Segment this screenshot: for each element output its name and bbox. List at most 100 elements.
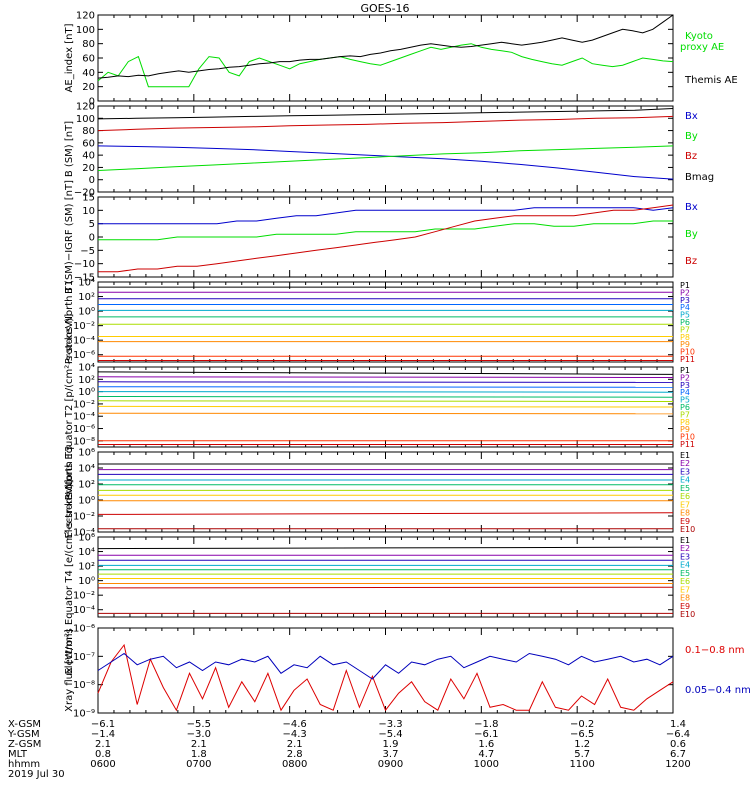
y-tick-label-pe: 10⁻⁶ xyxy=(73,424,95,435)
y-tick-label-digrf: 5 xyxy=(89,219,95,230)
y-tick-label-bsm: 40 xyxy=(82,151,95,162)
legend-label-en: E1 xyxy=(680,451,690,460)
y-tick-label-en: 10⁶ xyxy=(78,448,95,459)
y-tick-label-bsm: 80 xyxy=(82,126,95,137)
y-tick-label-ee: 10⁶ xyxy=(78,533,95,544)
legend-label-pe: P4 xyxy=(680,388,690,397)
y-tick-label-en: 10⁴ xyxy=(78,464,95,475)
time-axis-value: 0700 xyxy=(186,759,211,770)
y-tick-label-pn: 10⁻⁴ xyxy=(73,336,95,347)
time-axis-value: 1.6 xyxy=(478,739,494,750)
y-tick-label-pe: 10⁻⁸ xyxy=(73,436,95,447)
legend-label-pn: P8 xyxy=(680,333,690,342)
legend-label-pn: P9 xyxy=(680,340,690,349)
legend-label-ae: Kyoto xyxy=(685,31,713,42)
legend-label-pe: P5 xyxy=(680,396,690,405)
time-axis-value: 2.1 xyxy=(191,739,207,750)
series-line-pe-p5 xyxy=(97,391,674,393)
y-tick-label-bsm: 100 xyxy=(76,114,95,125)
legend-label-pe: P1 xyxy=(680,366,690,375)
y-tick-label-ae: 20 xyxy=(82,82,95,93)
legend-label-en: E9 xyxy=(680,517,690,526)
legend-label-digrf: Bz xyxy=(685,256,697,267)
series-line-pe-p2 xyxy=(97,376,674,378)
series-line-digrf-by xyxy=(98,220,673,241)
legend-label-ee: E1 xyxy=(680,536,690,545)
y-tick-label-en: 10⁰ xyxy=(78,496,95,507)
time-axis-value: 6.7 xyxy=(670,749,686,760)
y-tick-label-bsm: 120 xyxy=(76,102,95,113)
time-axis-value: 1.4 xyxy=(670,719,686,730)
time-axis-value: 2.8 xyxy=(287,749,303,760)
legend-label-pn: P4 xyxy=(680,303,690,312)
time-axis-value: −0.2 xyxy=(570,719,594,730)
series-line-en-e9 xyxy=(97,512,674,515)
legend-label-ee: E5 xyxy=(680,569,690,578)
time-axis-row-label: MLT xyxy=(8,749,28,760)
series-line-digrf-bz xyxy=(98,204,674,273)
legend-label-en: E6 xyxy=(680,492,690,501)
time-axis-value: −4.3 xyxy=(283,729,307,740)
time-axis-date: 2019 Jul 30 xyxy=(8,769,65,780)
legend-label-bsm: Bx xyxy=(685,111,698,122)
series-line-xray-0.05−0.4-nm xyxy=(97,652,674,680)
time-axis-value: 0800 xyxy=(282,759,307,770)
y-axis-label-bsm: B (SM) [nT] xyxy=(64,121,75,177)
y-tick-label-digrf: −5 xyxy=(80,246,95,257)
legend-label-ee: E8 xyxy=(680,594,690,603)
y-axis-label-ae: AE_index [nT] xyxy=(64,23,75,92)
series-line-pe-p8 xyxy=(97,405,674,408)
legend-label-pe: P11 xyxy=(680,440,695,449)
series-line-bsm-bmag xyxy=(97,108,674,120)
legend-label-ee: E4 xyxy=(680,561,690,570)
y-tick-label-bsm: 0 xyxy=(89,175,95,186)
y-tick-label-bsm: −20 xyxy=(74,188,95,199)
series-line-pe-p7 xyxy=(97,400,674,402)
series-line-xray-0.1−0.8-nm xyxy=(97,643,674,712)
series-line-pe-p3 xyxy=(97,381,674,383)
y-tick-label-digrf: 15 xyxy=(82,193,95,204)
y-tick-label-pe: 10⁰ xyxy=(78,387,95,398)
time-axis-row-label: hhmm xyxy=(8,759,40,770)
legend-label-pe: P7 xyxy=(680,410,690,419)
y-axis-label-en: Electrons North T3 xyxy=(64,445,75,538)
legend-label-ee: E2 xyxy=(680,544,690,553)
time-axis-value: −6.1 xyxy=(474,729,498,740)
legend-label-ee: E3 xyxy=(680,552,690,561)
legend-label-en: E10 xyxy=(680,525,695,534)
time-axis-value: −5.4 xyxy=(378,729,402,740)
time-axis-value: 1000 xyxy=(474,759,499,770)
legend-label-pn: P6 xyxy=(680,318,690,327)
legend-label-digrf: By xyxy=(685,229,698,240)
panel-frame-ee xyxy=(97,536,674,618)
legend-label-pn: P11 xyxy=(680,355,695,364)
series-line-pe-p9 xyxy=(97,412,674,415)
time-axis-value: 5.7 xyxy=(574,749,590,760)
series-line-bsm-bx xyxy=(97,145,674,180)
y-tick-label-ae: 40 xyxy=(82,68,95,79)
legend-label-pe: P8 xyxy=(680,418,690,427)
series-line-ae-themis-ae xyxy=(97,14,674,79)
legend-label-pn: P3 xyxy=(680,296,690,305)
y-tick-label-en: 10⁻⁴ xyxy=(73,528,95,539)
time-axis-value: 0.6 xyxy=(670,739,686,750)
time-axis-value: −4.6 xyxy=(283,719,307,730)
y-axis-label-pn: Protons North T1 xyxy=(64,280,75,364)
time-axis-value: 0900 xyxy=(378,759,403,770)
legend-label-pn: P1 xyxy=(680,281,690,290)
legend-label-ee: E9 xyxy=(680,602,690,611)
time-axis-value: 0.8 xyxy=(95,749,111,760)
panel-frame-pn xyxy=(97,281,674,363)
legend-label-pn: P2 xyxy=(680,288,690,297)
legend-label-ae: Themis AE xyxy=(684,75,738,86)
time-axis-value: −6.5 xyxy=(570,729,594,740)
y-tick-label-xray: 10⁻⁷ xyxy=(73,652,95,663)
legend-label-en: E2 xyxy=(680,459,690,468)
series-line-ee-e9 xyxy=(97,586,674,589)
legend-label-ae: proxy AE xyxy=(680,42,724,53)
time-axis-value: −6.4 xyxy=(666,729,690,740)
y-tick-label-xray: 10⁻⁸ xyxy=(73,680,95,691)
series-line-pe-p6 xyxy=(97,396,674,398)
y-tick-label-pn: 10² xyxy=(78,292,95,303)
